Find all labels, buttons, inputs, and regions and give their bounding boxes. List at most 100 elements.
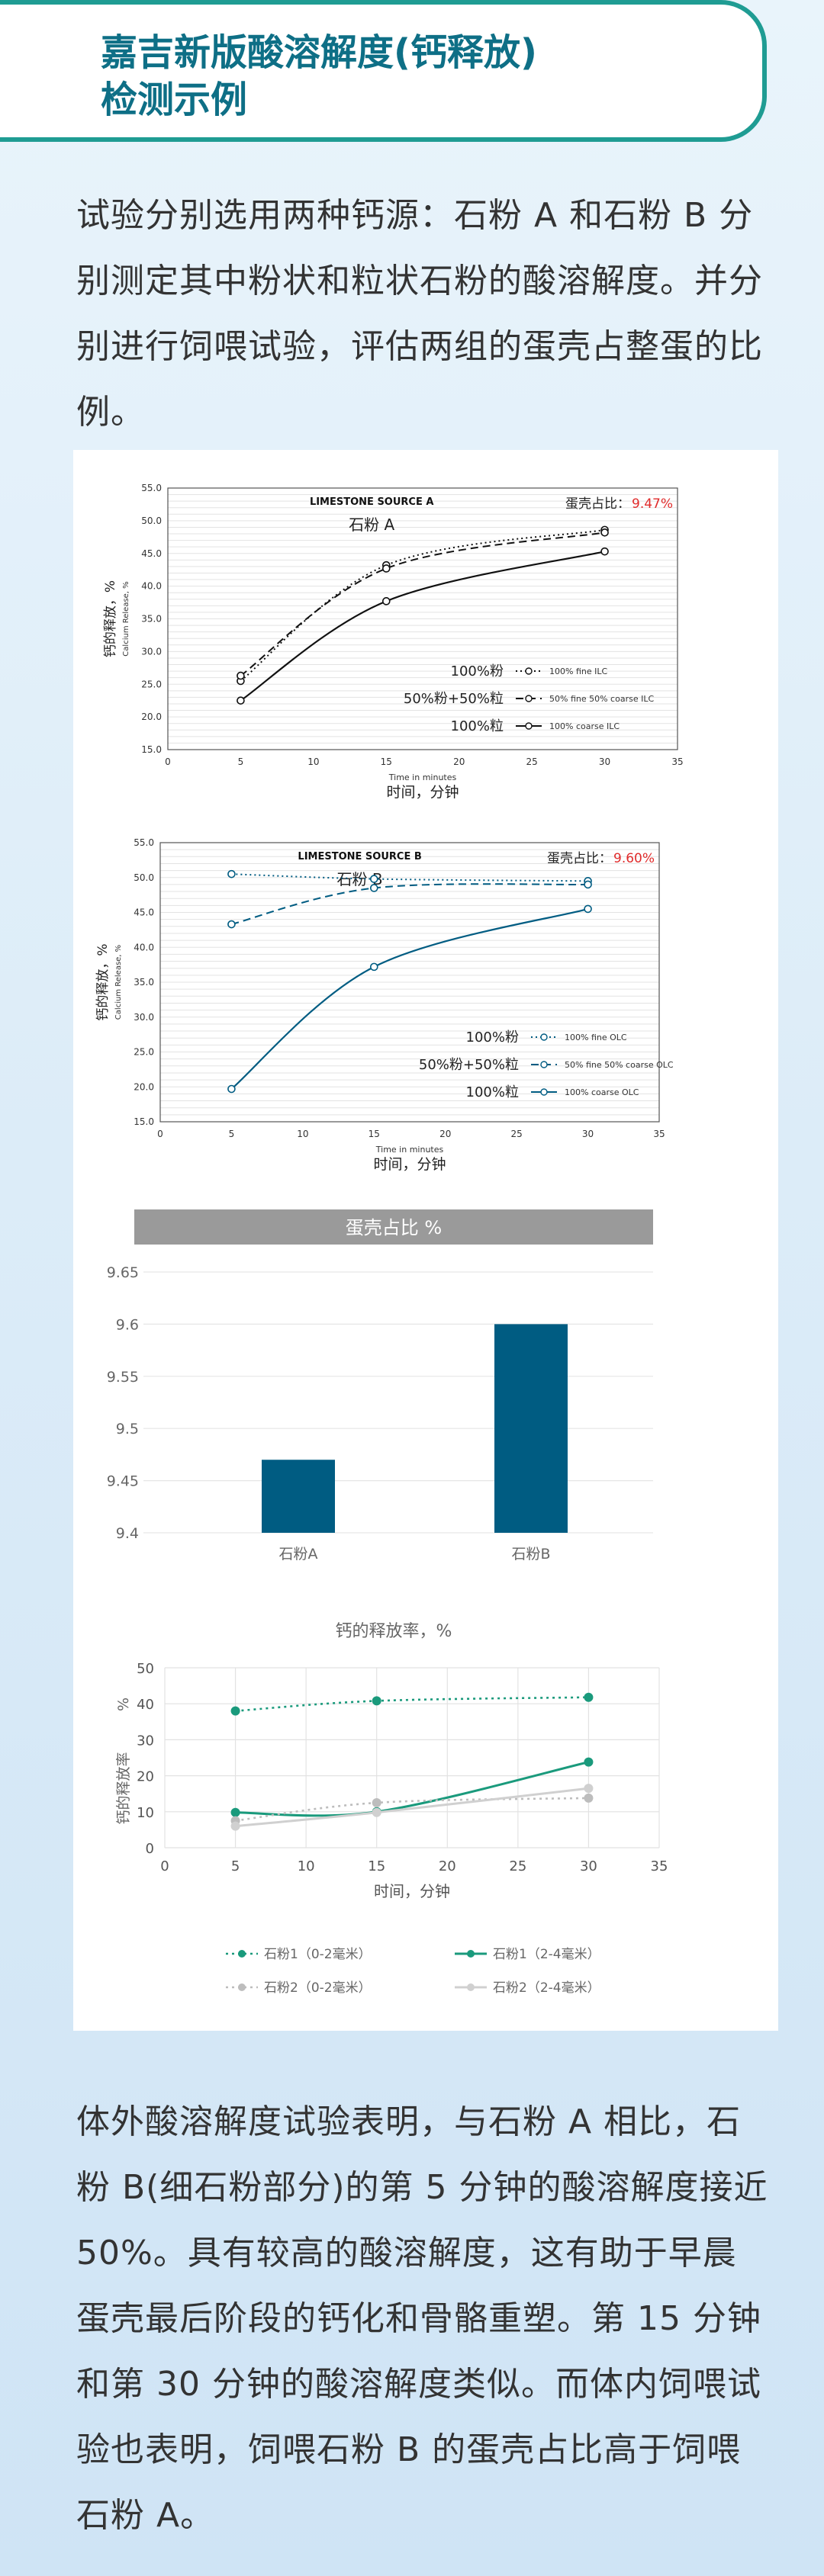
data-point xyxy=(584,880,592,889)
series-line xyxy=(240,551,605,702)
data-point xyxy=(381,597,391,605)
legend-label: 100% coarse ILC xyxy=(549,721,620,731)
x-tick-label: 35 xyxy=(653,1129,665,1139)
x-tick-label: 5 xyxy=(229,1129,235,1139)
data-point xyxy=(372,1696,381,1706)
y-tick-label: 55.0 xyxy=(134,837,154,848)
legend-label: 50% fine 50% coarse ILC xyxy=(549,694,654,704)
x-tick-label: 25 xyxy=(511,1129,523,1139)
legend-label: 石粉2（2-4毫米） xyxy=(493,1980,600,1996)
legend-label: 100% fine OLC xyxy=(565,1033,627,1042)
y-tick-label: 15.0 xyxy=(134,1116,154,1127)
x-tick-label: 0 xyxy=(165,756,171,767)
legend-label-cn: 100%粒 xyxy=(451,718,504,734)
y-axis-label: 钙的释放率 xyxy=(115,1752,132,1824)
legend-marker xyxy=(540,1033,548,1041)
legend-label-cn: 50%粉+50%粒 xyxy=(419,1057,519,1073)
legend-label: 石粉1（2-4毫米） xyxy=(493,1947,600,1962)
y-tick-label: 25.0 xyxy=(141,679,162,689)
legend-label-cn: 100%粉 xyxy=(451,663,504,679)
data-point xyxy=(230,1706,240,1716)
y-tick-label: 40 xyxy=(137,1697,154,1713)
x-axis-label-cn: 时间，分钟 xyxy=(386,784,459,801)
y-tick-label: 9.5 xyxy=(116,1421,139,1437)
data-point xyxy=(381,564,391,573)
x-tick-label: 20 xyxy=(453,756,465,767)
y-tick-label: 10 xyxy=(137,1805,154,1821)
x-tick-label: 30 xyxy=(582,1129,594,1139)
x-axis-label: Time in minutes xyxy=(388,772,457,782)
data-point xyxy=(372,1798,381,1807)
data-point xyxy=(230,1807,240,1817)
data-point xyxy=(227,920,236,929)
data-point xyxy=(369,962,378,972)
y-tick-label: 40.0 xyxy=(141,581,162,592)
eggshell-ratio-value: 9.60% xyxy=(613,851,655,866)
y-tick-label: 50 xyxy=(137,1661,154,1677)
y-tick-label: 30 xyxy=(137,1733,154,1749)
y-axis-label: 钙的释放，% xyxy=(95,943,111,1020)
y-tick-label: 9.45 xyxy=(107,1473,139,1490)
y-tick-label: 50.0 xyxy=(134,872,154,883)
x-tick-label: 10 xyxy=(307,756,319,767)
y-tick-label: 35.0 xyxy=(141,614,162,625)
y-tick-label: 0 xyxy=(146,1841,154,1857)
y-tick-label: 40.0 xyxy=(134,942,154,952)
x-tick-label: 石粉B xyxy=(511,1546,550,1563)
legend-marker xyxy=(540,1088,548,1096)
chart-title: 钙的释放率，% xyxy=(336,1622,452,1641)
legend-label: 100% coarse OLC xyxy=(565,1087,639,1097)
y-tick-label: 9.55 xyxy=(107,1369,139,1386)
eggshell-ratio-value: 9.47% xyxy=(632,496,673,512)
chart-title: LIMESTONE SOURCE A xyxy=(310,496,434,508)
legend-marker xyxy=(467,1950,475,1958)
data-point xyxy=(600,528,609,537)
y-tick-label: 55.0 xyxy=(141,483,162,493)
x-tick-label: 0 xyxy=(160,1858,169,1874)
bar-chart-title: 蛋壳占比 % xyxy=(346,1217,442,1238)
legend-label: 石粉2（0-2毫米） xyxy=(264,1980,372,1996)
header-banner: 嘉吉新版酸溶解度(钙释放) 检测示例 xyxy=(0,0,767,142)
y-tick-label: 25.0 xyxy=(134,1047,154,1058)
data-point xyxy=(584,1784,594,1794)
plot-frame xyxy=(167,487,678,750)
legend-label-cn: 50%粉+50%粒 xyxy=(404,691,504,707)
plot-frame xyxy=(159,842,660,1123)
x-tick-label: 25 xyxy=(509,1858,526,1874)
y-tick-label: 20.0 xyxy=(141,711,162,722)
bar xyxy=(494,1324,568,1533)
data-point xyxy=(369,884,378,892)
legend-marker xyxy=(238,1983,246,1991)
data-point xyxy=(584,904,592,914)
series-line xyxy=(230,907,588,1090)
y-axis-label: 钙的释放，% xyxy=(103,580,118,657)
x-axis-label-cn: 时间，分钟 xyxy=(373,1156,446,1173)
y-tick-label: 30.0 xyxy=(141,646,162,657)
eggshell-ratio-label: 蛋壳占比： xyxy=(565,496,630,512)
bar xyxy=(262,1460,335,1533)
x-tick-label: 15 xyxy=(381,756,392,767)
y-tick-label: 9.6 xyxy=(116,1316,139,1333)
y-tick-label: 20 xyxy=(137,1769,154,1785)
legend-label-cn: 100%粉 xyxy=(466,1029,519,1045)
chart-eggshell-bar: 蛋壳占比 % 9.4 9.45 9.5 9.55 9.6 9.65 石粉A 石粉B xyxy=(107,1209,653,1563)
x-tick-label: 10 xyxy=(297,1129,308,1139)
y-axis-label-en: Calcium Release, % xyxy=(122,581,130,656)
x-tick-label: 15 xyxy=(368,1858,385,1874)
x-axis-label: Time in minutes xyxy=(375,1145,444,1155)
legend-marker xyxy=(525,695,533,702)
chart-limestone-b: 15.0 20.0 25.0 30.0 35.0 40.0 45.0 50.0 55.0 0 5 10… xyxy=(95,837,674,1173)
series-line xyxy=(235,1696,589,1712)
x-tick-label: 30 xyxy=(580,1858,597,1874)
page-title: 嘉吉新版酸溶解度(钙释放) 检测示例 xyxy=(101,31,537,121)
y-tick-label: 9.65 xyxy=(107,1264,139,1281)
legend-marker xyxy=(238,1950,246,1958)
bar-chart-title-bg xyxy=(134,1209,653,1245)
legend-marker xyxy=(540,1061,548,1068)
data-point xyxy=(584,1757,594,1767)
x-tick-label: 20 xyxy=(439,1129,451,1139)
x-tick-label: 10 xyxy=(298,1858,315,1874)
legend-label: 石粉1（0-2毫米） xyxy=(264,1947,372,1962)
y-tick-label: 15.0 xyxy=(141,744,162,755)
data-point xyxy=(227,869,236,878)
